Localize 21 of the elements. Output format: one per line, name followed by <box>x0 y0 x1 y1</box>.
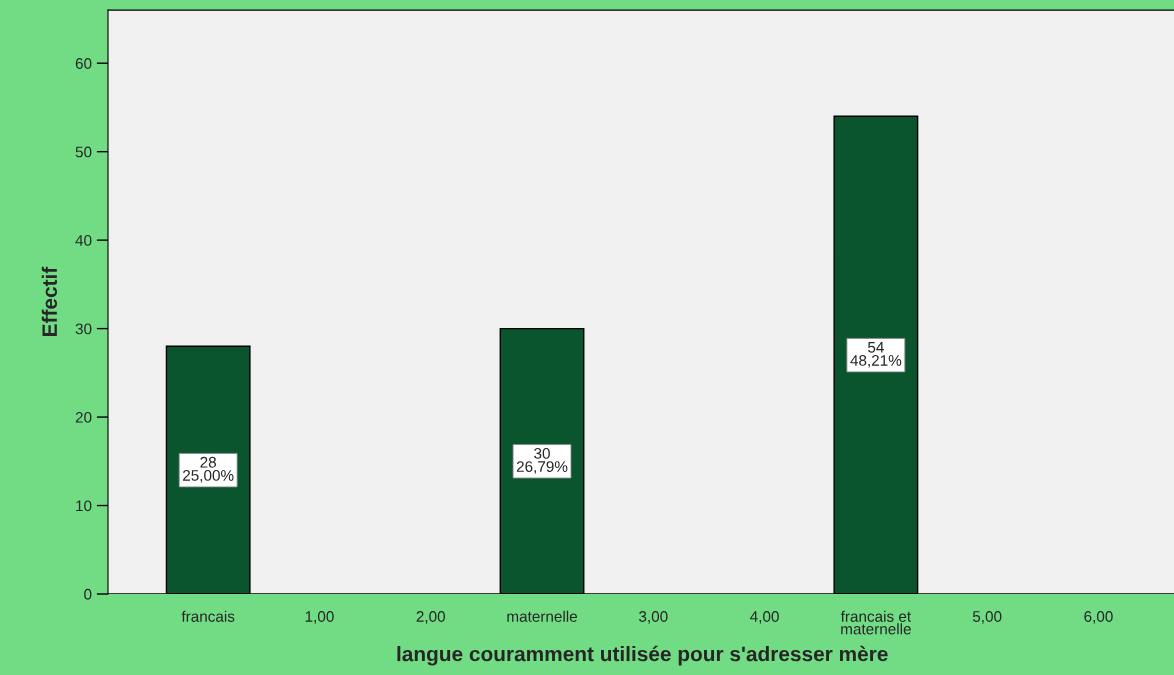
x-tick-label: maternelle <box>507 610 578 622</box>
y-tick-label: 30 <box>75 323 92 335</box>
y-axis-title: Effectif <box>41 266 58 336</box>
y-tick-label: 40 <box>75 235 92 246</box>
y-tick-label: 60 <box>75 58 92 69</box>
data-label: 54 48,21% <box>850 342 902 368</box>
x-tick-label: 5,00 <box>972 611 1002 624</box>
data-label: 30 26,79% <box>516 448 568 474</box>
x-tick-label: 2,00 <box>416 611 446 624</box>
x-tick-label: 6,00 <box>1084 611 1113 624</box>
y-tick-label: 10 <box>76 500 92 512</box>
y-tick-label: 0 <box>84 588 92 600</box>
x-tick-label: francais et maternelle <box>840 610 912 635</box>
x-tick-label: 4,00 <box>750 611 779 624</box>
y-tick-label: 50 <box>75 146 92 158</box>
x-axis-title: langue couramment utilisée pour s'adresser mère <box>397 645 888 666</box>
data-label: 28 25,00% <box>183 456 234 483</box>
x-tick-label: francais <box>181 610 235 622</box>
y-tick-label: 20 <box>75 411 92 423</box>
x-tick-label: 3,00 <box>639 611 668 624</box>
x-tick-label: 1,00 <box>305 611 334 624</box>
